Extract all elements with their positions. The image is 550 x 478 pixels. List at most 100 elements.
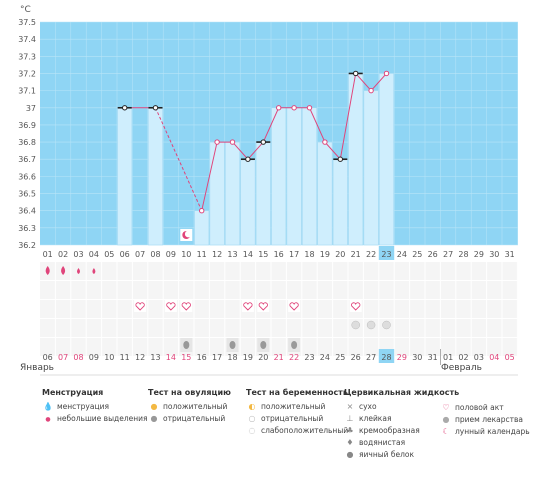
cycle-day-label: 09 — [166, 250, 176, 259]
date-label: 21 — [274, 353, 284, 362]
symptom-row — [40, 319, 518, 337]
legend-item: менструация — [57, 402, 109, 411]
heart-icon — [351, 302, 361, 311]
date-label: 03 — [474, 353, 484, 362]
y-tick-label: 37.2 — [18, 69, 36, 78]
date-label: 12 — [135, 353, 145, 362]
date-label: 16 — [197, 353, 207, 362]
legend-pregnancy: Тест на беременность ◐ положительный ○ отр… — [246, 388, 348, 437]
legend-item: небольшие выделения — [57, 414, 148, 423]
cycle-day-label: 16 — [274, 250, 284, 259]
legend-item: сухо — [359, 402, 377, 411]
date-label: 31 — [428, 353, 438, 362]
legend-item: половой акт — [455, 403, 504, 412]
date-label: 01 — [443, 353, 453, 362]
temperature-point — [306, 105, 313, 111]
legend-item: положительный — [261, 402, 326, 411]
y-tick-label: 36.7 — [18, 155, 36, 164]
legend-title: Тест на беременность — [246, 388, 348, 397]
y-tick-label: 37.1 — [18, 87, 36, 96]
legend-item: водянистая — [359, 438, 406, 447]
legend-item: отрицательный — [261, 414, 324, 423]
heart-icon — [181, 302, 191, 311]
cycle-day-label: 21 — [351, 250, 361, 259]
cycle-day-label: 22 — [366, 250, 376, 259]
cycle-day-label: 26 — [428, 250, 438, 259]
date-label: 14 — [166, 353, 176, 362]
date-label: 28 — [381, 353, 391, 362]
cycle-day-label: 15 — [258, 250, 268, 259]
temperature-bar — [240, 158, 256, 246]
temperature-point — [245, 156, 251, 162]
egg-white-icon — [183, 341, 190, 349]
date-labels: 06 07 08 09 10 11 12 13 14 15 16 17 18 19 20 21 22 23 24 25… — [43, 349, 515, 365]
egg-white-icon — [229, 341, 236, 349]
legend-item: яичный белок — [359, 450, 415, 459]
menstruation-icon — [61, 266, 66, 275]
heart-icon — [135, 302, 145, 311]
temperature-bar — [225, 141, 240, 246]
moon-icon: ☾ — [442, 427, 450, 436]
temperature-bar — [317, 141, 333, 246]
light-discharge-icon — [77, 268, 80, 274]
sticky-icon: ⊥ — [346, 414, 354, 423]
temperature-point — [368, 87, 374, 94]
date-label: 20 — [258, 353, 268, 362]
pregnancy-negative-icon: ○ — [248, 414, 256, 423]
current-date-highlight — [378, 349, 395, 363]
temperature-point — [353, 70, 359, 77]
temperature-point — [199, 207, 205, 214]
date-label: 24 — [320, 353, 330, 362]
date-label: 02 — [458, 353, 468, 362]
egg-white-icon: ● — [346, 450, 354, 459]
y-axis-ticks: 37.5 37.4 37.3 37.2 37.1 37 36.9 36.8 36.7 36.6 36… — [18, 18, 36, 250]
cycle-day-label: 04 — [89, 250, 99, 259]
temperature-markers — [117, 70, 390, 241]
cycle-day-label: 13 — [227, 250, 237, 259]
date-label: 08 — [73, 353, 83, 362]
temperature-bar — [271, 107, 287, 246]
y-tick-label: 36.3 — [18, 224, 36, 233]
temperature-line — [155, 107, 203, 211]
y-tick-label: 37.4 — [18, 35, 36, 44]
pregnancy-weak-icon: ◌ — [248, 426, 256, 435]
date-label: 17 — [212, 353, 222, 362]
cycle-day-label: 30 — [489, 250, 499, 259]
temperature-point — [383, 70, 390, 77]
cycle-day-label: 11 — [197, 250, 207, 259]
legend-item: лунный календарь — [455, 427, 530, 436]
menstruation-icon — [45, 266, 50, 275]
cycle-day-label: 18 — [304, 250, 314, 259]
legend-other: ♡ половой акт ● прием лекарства ☾ лунный ка… — [440, 402, 530, 438]
date-label: 07 — [58, 353, 68, 362]
temperature-bar — [148, 107, 163, 246]
cycle-day-label: 23 — [381, 250, 391, 259]
light-discharge-icon — [92, 268, 96, 274]
temperature-bar — [209, 141, 225, 246]
cycle-day-labels: 01 02 03 04 05 06 07 08 09 10 11 12 13 14 15 16 17 18 19 20… — [43, 246, 515, 260]
menstruation-icon: 💧 — [43, 402, 53, 411]
temperature-bar — [363, 90, 379, 246]
y-tick-label: 37.3 — [18, 52, 36, 61]
y-tick-label: 36.4 — [18, 207, 36, 216]
ovulation-negative-icon: ● — [150, 414, 158, 423]
egg-white-icon — [260, 341, 267, 349]
pregnancy-test-icon — [366, 320, 376, 330]
temperature-point — [122, 105, 128, 111]
date-label: 11 — [120, 353, 130, 362]
y-tick-label: 37 — [26, 104, 36, 113]
temperature-bar — [379, 73, 394, 246]
cycle-day-label: 07 — [135, 250, 145, 259]
heart-icon — [166, 302, 176, 311]
legend-item: прием лекарства — [455, 415, 523, 424]
current-day-highlight — [378, 246, 395, 260]
cycle-day-label: 05 — [104, 250, 114, 259]
cycle-day-label: 31 — [505, 250, 515, 259]
temperature-bar — [194, 210, 210, 246]
heart-icon: ♡ — [442, 403, 450, 412]
date-label: 13 — [150, 353, 160, 362]
legend-item: положительный — [163, 402, 228, 411]
date-label: 25 — [335, 353, 345, 362]
legend-title: Менструация — [42, 388, 104, 397]
y-tick-label: 36.9 — [18, 121, 36, 130]
